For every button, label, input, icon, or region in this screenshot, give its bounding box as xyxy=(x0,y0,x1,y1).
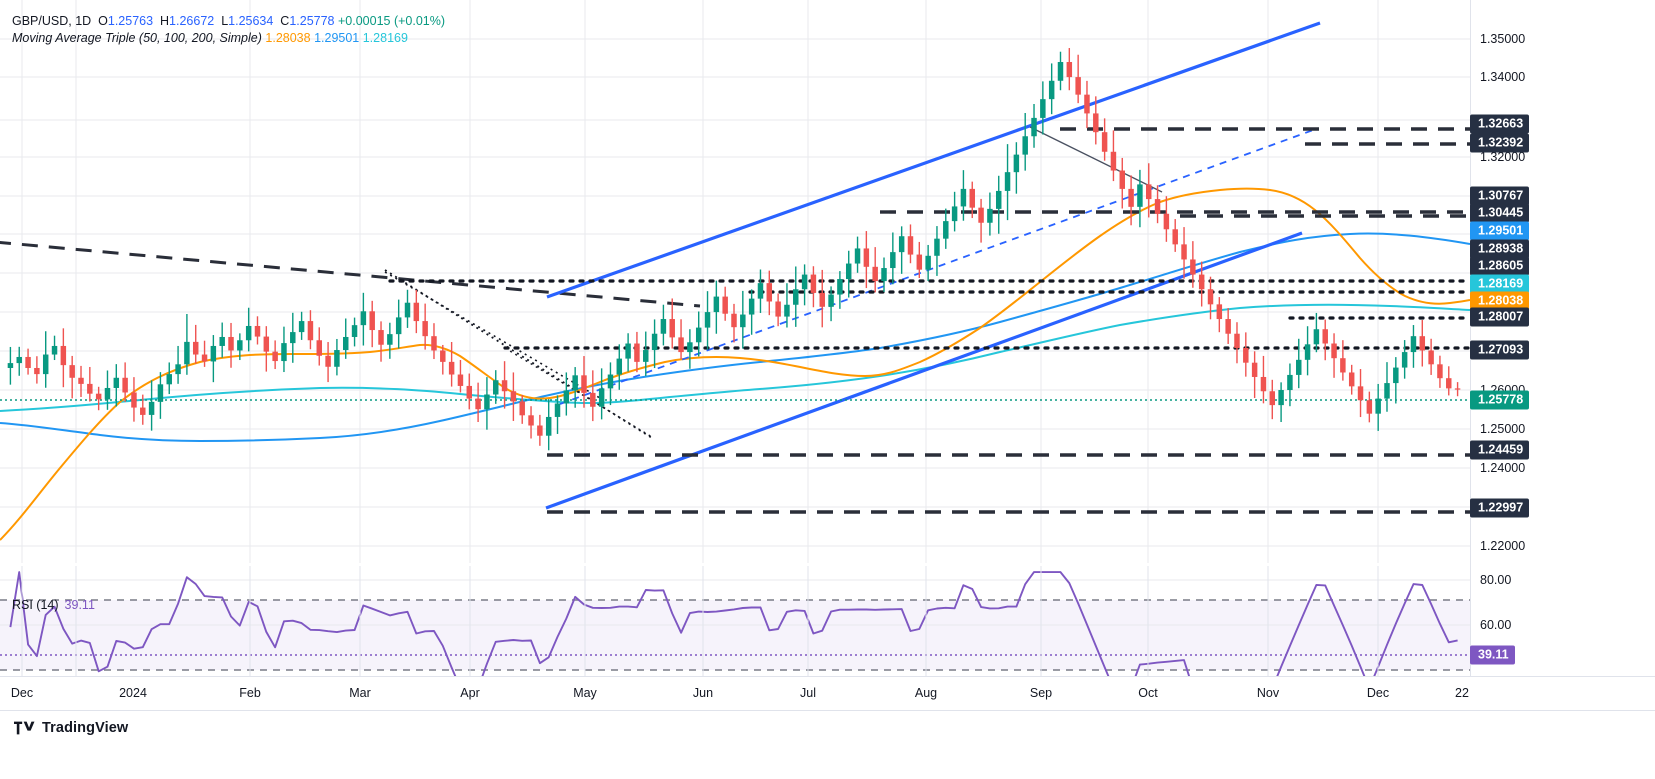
rsi-axis[interactable]: 80.00 60.00 39.11 xyxy=(1470,566,1655,676)
time-label-sep: Sep xyxy=(1029,686,1053,700)
price-tag-1-30767[interactable]: 1.30767 xyxy=(1470,186,1530,206)
time-label-2024: 2024 xyxy=(119,686,147,700)
time-label-nov: Nov xyxy=(1256,686,1280,700)
symbol-ohlc-row: GBP/USD, 1D O1.25763 H1.26672 L1.25634 C… xyxy=(12,13,445,30)
rsi-chart-pane[interactable] xyxy=(0,566,1470,676)
rsi-legend[interactable]: RSI (14) 39.11 xyxy=(12,598,95,612)
footer: TradingView xyxy=(0,710,1655,779)
price-tag-1-28007[interactable]: 1.28007 xyxy=(1470,307,1530,327)
price-tick-124000: 1.24000 xyxy=(1480,461,1526,475)
wedge-inner-line xyxy=(504,347,653,438)
price-tag-1-28038[interactable]: 1.28038 xyxy=(1470,291,1530,311)
rsi-band xyxy=(0,600,1470,670)
rsi-legend-value: 39.11 xyxy=(64,598,95,612)
change-percent: (+0.01%) xyxy=(393,14,446,28)
price-tick-134000: 1.34000 xyxy=(1480,70,1526,84)
time-axis[interactable]: Dec 2024 Feb Mar Apr May Jun Jul Aug Sep Oct Nov Dec… xyxy=(0,676,1655,710)
axis-separator xyxy=(1470,0,1471,676)
price-tag-1-27093[interactable]: 1.27093 xyxy=(1470,340,1530,360)
vertical-gridlines xyxy=(21,0,1379,563)
price-tag-1-32392[interactable]: 1.32392 xyxy=(1470,133,1530,153)
channel-lower-line xyxy=(545,231,1303,510)
price-tag-1-29501[interactable]: 1.29501 xyxy=(1470,221,1530,241)
price-tick-132000: 1.32000 xyxy=(1480,150,1526,164)
time-label-jun: Jun xyxy=(692,686,714,700)
ohlc-low: L1.25634 xyxy=(217,14,274,28)
ma-indicator-row[interactable]: Moving Average Triple (50, 100, 200, Sim… xyxy=(12,30,445,47)
time-label-22: 22 xyxy=(1455,686,1469,700)
ma100-line xyxy=(0,232,1470,443)
ohlc-open: O1.25763 xyxy=(94,14,154,28)
rsi-tick-60: 60.00 xyxy=(1480,618,1512,632)
channel-upper-line xyxy=(546,21,1321,299)
price-tick-122000: 1.22000 xyxy=(1480,539,1526,553)
time-label-may: May xyxy=(573,686,597,700)
time-label-feb: Feb xyxy=(239,686,261,700)
price-tag-1-24459[interactable]: 1.24459 xyxy=(1470,440,1530,460)
time-label-aug: Aug xyxy=(914,686,938,700)
rsi-vertical-gridlines xyxy=(21,566,1379,676)
ma-indicator-label: Moving Average Triple (50, 100, 200, Sim… xyxy=(12,31,262,45)
time-label-mar: Mar xyxy=(349,686,371,700)
ohlc-high: H1.26672 xyxy=(156,14,215,28)
price-tick-125000: 1.25000 xyxy=(1480,422,1526,436)
price-tag-1-22997[interactable]: 1.22997 xyxy=(1470,498,1530,518)
symbol-label[interactable]: GBP/USD, 1D xyxy=(12,14,92,28)
ma100-value: 1.29501 xyxy=(314,31,360,45)
price-tag-1-28169[interactable]: 1.28169 xyxy=(1470,274,1530,294)
horizontal-gridlines xyxy=(0,38,1470,547)
tradingview-logo[interactable]: TradingView xyxy=(14,720,128,736)
dashed-level-lines xyxy=(547,127,1470,514)
time-label-dec: Dec xyxy=(1366,686,1390,700)
candlestick-series xyxy=(7,48,1461,451)
price-chart-pane[interactable] xyxy=(0,0,1470,563)
wedge-upper-line xyxy=(384,269,653,439)
price-tag-1-32663[interactable]: 1.32663 xyxy=(1470,114,1530,134)
tradingview-logo-icon xyxy=(14,721,35,735)
channel-midline-dashed xyxy=(559,128,1317,405)
ohlc-close: C1.25778 xyxy=(276,14,335,28)
rsi-line xyxy=(9,571,1458,676)
time-label-dec: Dec xyxy=(10,686,34,700)
rsi-value-badge[interactable]: 39.11 xyxy=(1470,645,1515,665)
ma200-value: 1.28169 xyxy=(362,31,408,45)
rsi-gridlines xyxy=(0,579,1470,626)
ma50-value: 1.28038 xyxy=(265,31,311,45)
ma200-line xyxy=(0,303,1470,412)
change-value: +0.00015 xyxy=(338,14,391,28)
chart-legend: GBP/USD, 1D O1.25763 H1.26672 L1.25634 C… xyxy=(12,13,445,47)
rsi-legend-label: RSI (14) xyxy=(12,598,59,612)
price-tick-135000: 1.35000 xyxy=(1480,32,1526,46)
downtrend-line xyxy=(0,240,701,308)
time-label-oct: Oct xyxy=(1138,686,1158,700)
price-tag-1-30445[interactable]: 1.30445 xyxy=(1470,203,1530,223)
tradingview-logo-text: TradingView xyxy=(42,720,129,736)
price-tag-1-28605[interactable]: 1.28605 xyxy=(1470,256,1530,276)
time-label-apr: Apr xyxy=(460,686,480,700)
price-axis[interactable]: 1.35000 1.34000 1.33000 1.32000 1.31000 … xyxy=(1470,0,1655,563)
rsi-tick-80: 80.00 xyxy=(1480,573,1512,587)
price-tag-current-1-25778[interactable]: 1.25778 xyxy=(1470,390,1530,410)
time-label-jul: Jul xyxy=(800,686,816,700)
price-tag-1-28938[interactable]: 1.28938 xyxy=(1470,239,1530,259)
rsi-threshold-lines xyxy=(0,599,1470,671)
